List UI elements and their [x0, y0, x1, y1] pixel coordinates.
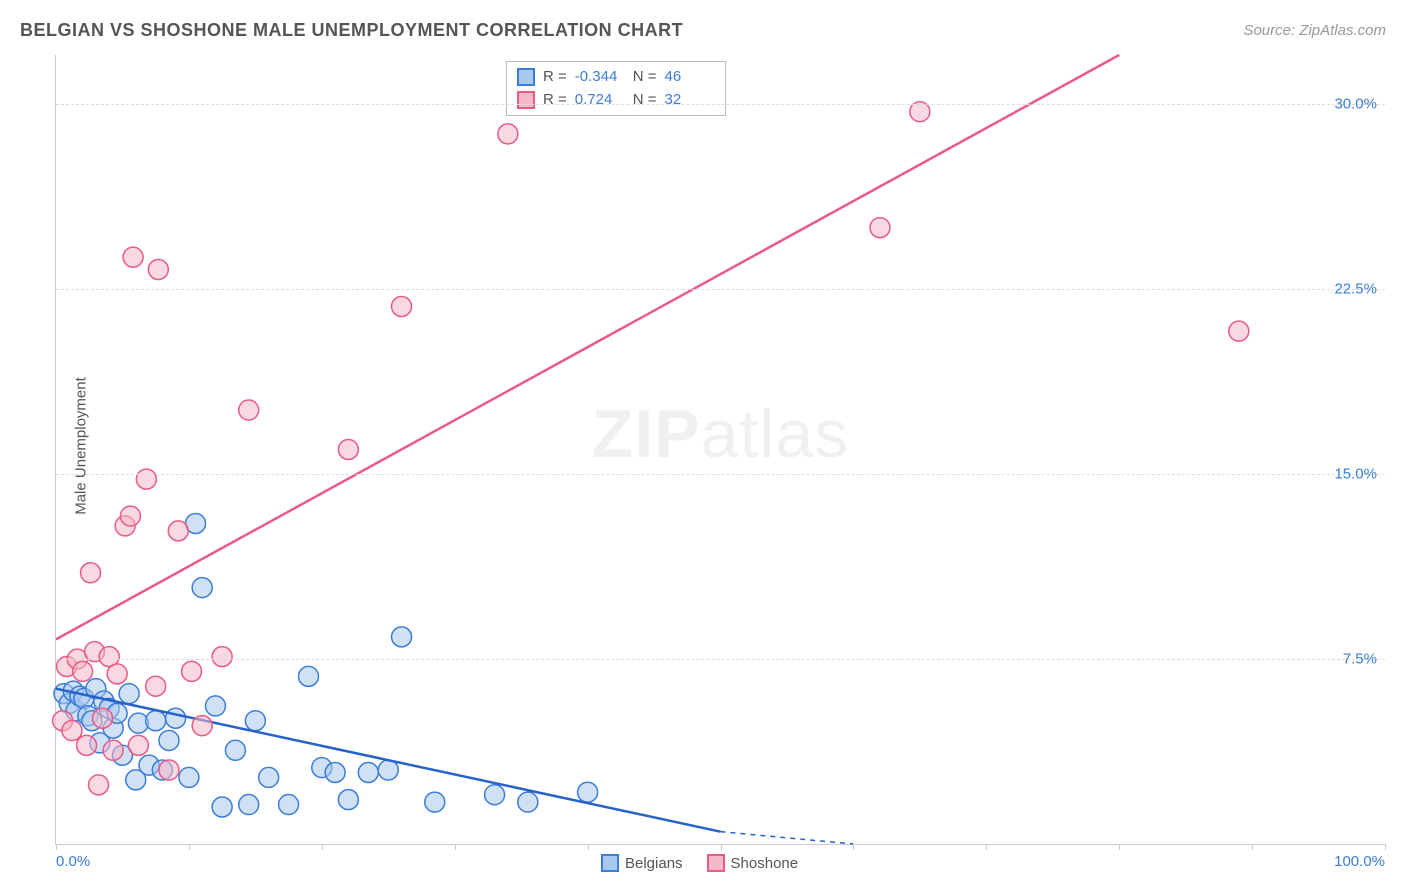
x-tick-label-max: 100.0%	[1334, 853, 1385, 870]
gridline	[56, 104, 1385, 105]
x-tick	[322, 844, 323, 850]
data-point	[73, 661, 93, 681]
data-point	[89, 775, 109, 795]
x-tick	[721, 844, 722, 850]
data-point	[148, 260, 168, 280]
stat-r-label: R =	[543, 89, 567, 112]
data-point	[299, 666, 319, 686]
data-point	[120, 506, 140, 526]
legend-swatch	[517, 91, 535, 109]
stat-r-label: R =	[543, 66, 567, 89]
stat-n-label: N =	[633, 89, 657, 112]
x-tick	[1385, 844, 1386, 850]
data-point	[62, 721, 82, 741]
series-legend: Belgians Shoshone	[601, 854, 798, 872]
data-point	[166, 708, 186, 728]
data-point	[123, 247, 143, 267]
legend-item: Belgians	[601, 854, 683, 872]
data-point	[870, 218, 890, 238]
gridline	[56, 659, 1385, 660]
data-point	[128, 735, 148, 755]
data-point	[182, 661, 202, 681]
data-point	[168, 521, 188, 541]
source-label: Source: ZipAtlas.com	[1243, 22, 1386, 39]
legend-swatch	[601, 854, 619, 872]
data-point	[518, 792, 538, 812]
data-point	[192, 578, 212, 598]
x-tick	[853, 844, 854, 850]
data-point	[259, 767, 279, 787]
data-point	[159, 760, 179, 780]
x-tick	[1119, 844, 1120, 850]
legend-label: Belgians	[625, 855, 683, 872]
data-point	[358, 762, 378, 782]
data-point	[578, 782, 598, 802]
data-point	[279, 795, 299, 815]
y-tick-label: 30.0%	[1334, 96, 1377, 113]
data-point	[425, 792, 445, 812]
x-tick	[56, 844, 57, 850]
data-point	[192, 716, 212, 736]
data-point	[146, 676, 166, 696]
data-point	[205, 696, 225, 716]
data-point	[325, 762, 345, 782]
data-point	[136, 469, 156, 489]
data-point	[378, 760, 398, 780]
trend-line	[56, 55, 1119, 639]
data-point	[119, 684, 139, 704]
gridline	[56, 289, 1385, 290]
stat-r-value: -0.344	[575, 66, 625, 89]
data-point	[77, 735, 97, 755]
plot-area: ZIPatlas R =-0.344N =46R =0.724N =32 Bel…	[55, 55, 1385, 845]
data-point	[392, 296, 412, 316]
data-point	[103, 740, 123, 760]
data-point	[159, 730, 179, 750]
data-point	[212, 797, 232, 817]
chart-title: BELGIAN VS SHOSHONE MALE UNEMPLOYMENT CO…	[20, 20, 683, 41]
data-point	[239, 795, 259, 815]
stats-row: R = -0.344 N = 46	[517, 66, 715, 89]
data-point	[212, 647, 232, 667]
legend-swatch	[517, 68, 535, 86]
x-tick	[455, 844, 456, 850]
y-tick-label: 22.5%	[1334, 281, 1377, 298]
trend-line-dashed	[721, 832, 854, 844]
data-point	[93, 708, 113, 728]
x-tick	[986, 844, 987, 850]
data-point	[239, 400, 259, 420]
y-tick-label: 15.0%	[1334, 466, 1377, 483]
stats-legend-box: R = -0.344 N = 46 R = 0.724 N = 32	[506, 61, 726, 116]
data-point	[107, 664, 127, 684]
data-point	[225, 740, 245, 760]
data-point	[338, 790, 358, 810]
data-point	[81, 563, 101, 583]
y-tick-label: 7.5%	[1343, 651, 1377, 668]
data-point	[146, 711, 166, 731]
x-tick	[189, 844, 190, 850]
data-point	[179, 767, 199, 787]
x-tick	[588, 844, 589, 850]
data-point	[1229, 321, 1249, 341]
data-point	[392, 627, 412, 647]
stat-n-label: N =	[633, 66, 657, 89]
gridline	[56, 474, 1385, 475]
data-point	[245, 711, 265, 731]
x-tick	[1252, 844, 1253, 850]
data-point	[485, 785, 505, 805]
legend-swatch	[707, 854, 725, 872]
data-point	[338, 440, 358, 460]
stats-row: R = 0.724 N = 32	[517, 89, 715, 112]
scatter-svg	[56, 55, 1385, 844]
data-point	[498, 124, 518, 144]
stat-n-value: 46	[665, 66, 715, 89]
x-tick-label-min: 0.0%	[56, 853, 90, 870]
legend-label: Shoshone	[731, 855, 799, 872]
stat-r-value: 0.724	[575, 89, 625, 112]
legend-item: Shoshone	[707, 854, 799, 872]
stat-n-value: 32	[665, 89, 715, 112]
